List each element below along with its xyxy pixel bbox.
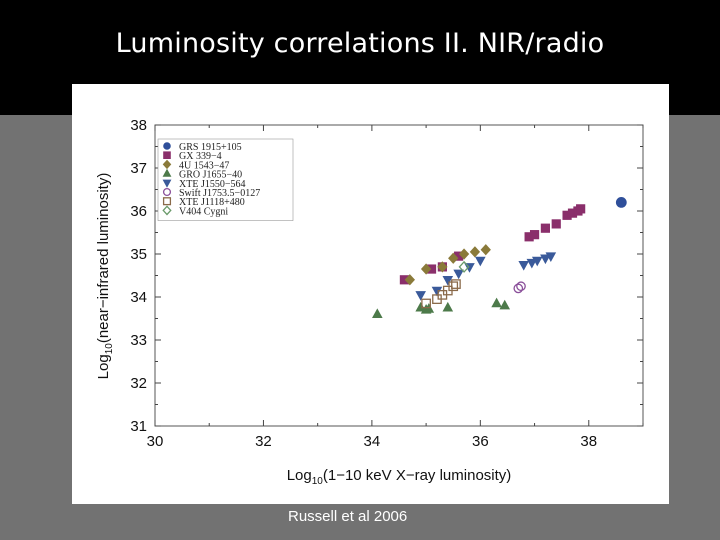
legend-marker bbox=[163, 142, 171, 150]
data-point bbox=[516, 281, 526, 292]
data-point bbox=[442, 276, 454, 286]
data-point bbox=[415, 301, 426, 312]
data-point bbox=[499, 299, 511, 310]
x-axis-label-rest: (1−10 keV X−ray luminosity) bbox=[323, 467, 511, 484]
legend-marker bbox=[162, 197, 172, 206]
data-point bbox=[529, 230, 540, 240]
y-tick-label: 31 bbox=[130, 418, 147, 435]
data-point bbox=[451, 279, 461, 289]
legend-entry: GX 339−4 bbox=[179, 151, 222, 162]
x-axis-label-prefix: Log bbox=[287, 467, 312, 484]
data-point bbox=[480, 244, 491, 256]
x-axis-label-sub: 10 bbox=[312, 476, 324, 487]
figure-credit: Russell et al 2006 bbox=[288, 508, 408, 525]
data-point bbox=[458, 260, 470, 273]
legend-marker bbox=[162, 159, 172, 170]
data-point bbox=[540, 254, 551, 265]
x-tick-label: 36 bbox=[472, 433, 489, 450]
legend-marker bbox=[162, 168, 172, 177]
data-point bbox=[576, 204, 586, 214]
data-point bbox=[421, 298, 431, 309]
data-point bbox=[448, 252, 459, 264]
y-tick-label: 38 bbox=[130, 117, 147, 134]
data-point bbox=[518, 260, 530, 271]
data-point bbox=[513, 283, 524, 294]
data-point bbox=[531, 256, 543, 267]
axis-ticks bbox=[154, 124, 644, 427]
legend-entry: XTE J1550−564 bbox=[179, 179, 245, 190]
legend-entry: GRO J1655−40 bbox=[179, 170, 242, 181]
y-tick-label: 36 bbox=[130, 203, 147, 220]
legend-marker bbox=[162, 179, 172, 188]
data-point bbox=[491, 297, 502, 308]
legend-entry: 4U 1543−47 bbox=[179, 160, 229, 171]
data-point bbox=[526, 258, 538, 269]
data-point bbox=[420, 263, 432, 275]
slide-title: Luminosity correlations II. NIR/radio bbox=[115, 28, 605, 59]
y-tick-label: 32 bbox=[130, 375, 147, 392]
data-point bbox=[437, 261, 448, 273]
y-tick-label: 33 bbox=[130, 332, 147, 349]
legend-marker bbox=[162, 187, 172, 197]
y-tick-label: 37 bbox=[130, 160, 147, 177]
legend-entry: V404 Cygni bbox=[179, 206, 228, 217]
data-point bbox=[442, 301, 454, 312]
legend-marker bbox=[163, 151, 171, 160]
data-point bbox=[453, 269, 464, 280]
x-axis-label: Log10(1−10 keV X−ray luminosity) bbox=[287, 467, 512, 487]
data-point bbox=[615, 197, 627, 208]
legend-entry: XTE J1118+480 bbox=[179, 197, 245, 208]
data-points bbox=[372, 197, 627, 318]
data-point bbox=[372, 308, 383, 318]
data-point bbox=[545, 252, 557, 263]
tick-labels: 30 32 34 36 38 31 32 33 34 35 36 37 38 bbox=[130, 117, 597, 450]
legend-box bbox=[157, 138, 294, 221]
data-point bbox=[540, 223, 551, 233]
legend-entry: Swift J1753.5−0127 bbox=[179, 188, 260, 199]
y-axis-label-prefix: Log bbox=[95, 354, 112, 379]
y-tick-label: 34 bbox=[130, 289, 147, 306]
y-tick-label: 35 bbox=[130, 246, 147, 263]
figure-panel: 30 32 34 36 38 31 32 33 34 35 36 37 38 GRS 1915+105 G… bbox=[72, 84, 669, 504]
data-point bbox=[458, 248, 470, 260]
y-axis-label-sub: 10 bbox=[104, 343, 115, 355]
x-tick-label: 34 bbox=[364, 433, 381, 450]
legend-marker bbox=[162, 205, 172, 216]
y-axis-label: Log10(near−infrared luminosity) bbox=[95, 173, 115, 380]
data-point bbox=[415, 291, 426, 301]
data-point bbox=[551, 219, 561, 229]
data-point bbox=[448, 281, 459, 292]
y-axis-label-rest: (near−infrared luminosity) bbox=[95, 173, 112, 344]
data-point bbox=[469, 246, 481, 258]
x-tick-label: 38 bbox=[580, 433, 597, 450]
data-point bbox=[475, 256, 486, 267]
data-point bbox=[404, 274, 416, 286]
data-point bbox=[431, 286, 443, 297]
x-tick-label: 32 bbox=[255, 433, 272, 450]
legend-entry: GRS 1915+105 bbox=[179, 142, 242, 153]
x-tick-label: 30 bbox=[147, 433, 164, 450]
